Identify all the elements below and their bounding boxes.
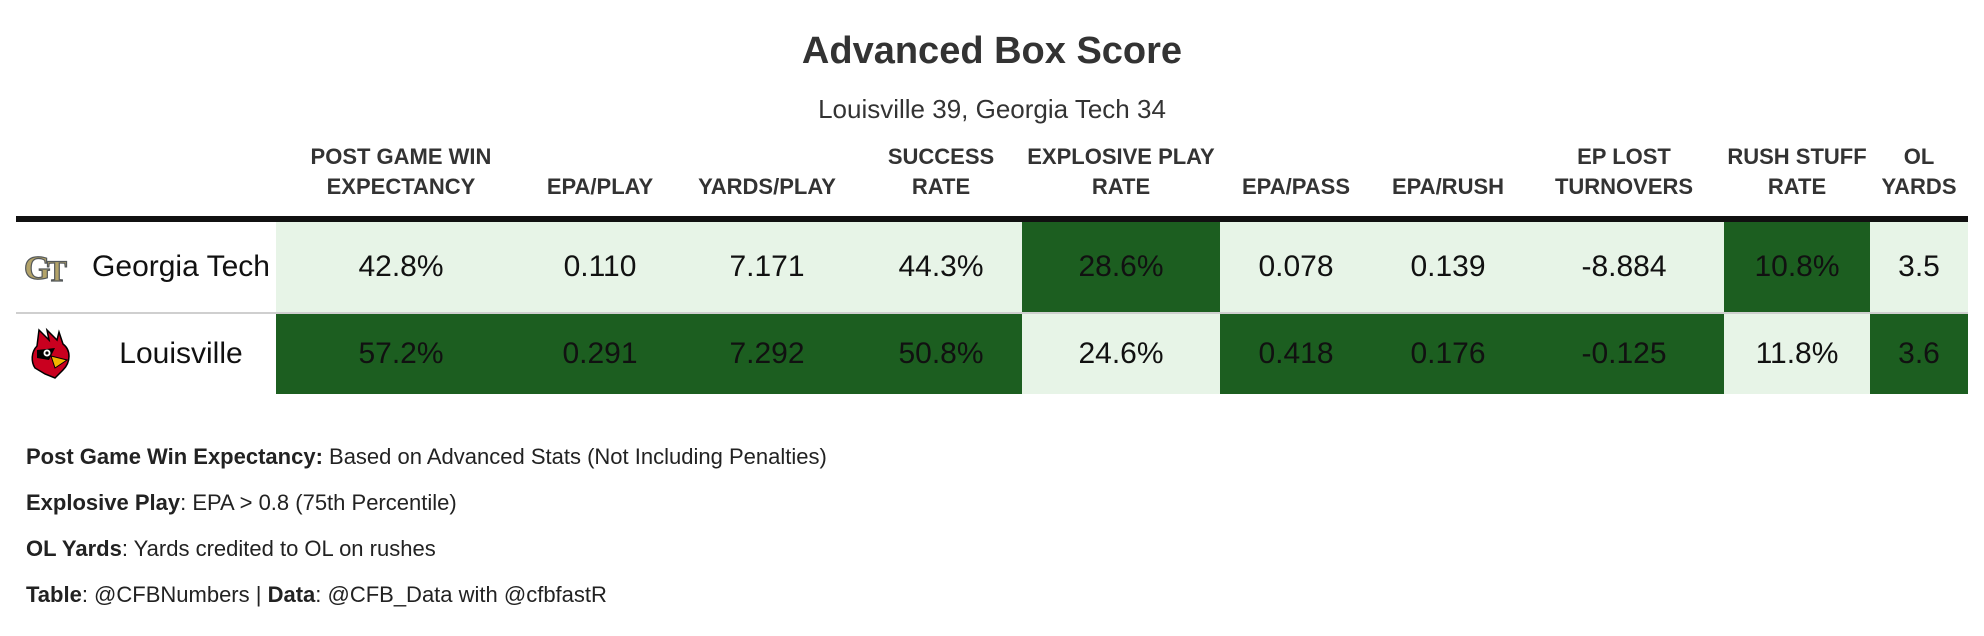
stat-yards-play: 7.171: [674, 219, 860, 314]
stat-epa-rush: 0.139: [1372, 219, 1524, 314]
stat-win-expectancy: 42.8%: [276, 219, 526, 314]
note-label: Explosive Play: [26, 490, 181, 515]
stat-epa-pass: 0.078: [1220, 219, 1372, 314]
stat-ep-lost-turnovers: -8.884: [1524, 219, 1724, 314]
header-win-expectancy: POST GAME WIN EXPECTANCY: [276, 142, 526, 222]
stat-epa-play: 0.110: [526, 219, 674, 314]
team-name: Louisville: [119, 337, 243, 370]
note-ol-yards: OL Yards: Yards credited to OL on rushes: [26, 534, 827, 580]
header-team: [86, 142, 276, 222]
header-ep-lost-turnovers: EP LOST TURNOVERS: [1524, 142, 1724, 222]
note-label: Post Game Win Expectancy:: [26, 444, 323, 469]
team-logo-cell: G T: [16, 219, 86, 314]
header-epa-pass: EPA/PASS: [1220, 142, 1372, 222]
credit-data-label: Data: [267, 582, 316, 607]
note-text: : EPA > 0.8 (75th Percentile): [180, 490, 457, 515]
credit-data-text: : @CFB_Data with @cfbfastR: [315, 582, 607, 607]
header-ol-yards: OL YARDS: [1870, 142, 1968, 222]
team-name: Georgia Tech: [86, 219, 276, 314]
note-explosive-play: Explosive Play: EPA > 0.8 (75th Percenti…: [26, 488, 827, 534]
header-logo: [16, 142, 86, 222]
credit-table-label: Table: [26, 582, 82, 607]
louisville-cardinal-logo: [31, 327, 70, 379]
georgia-tech-gt-logo: G T: [23, 249, 67, 287]
stat-rush-stuff-rate: 11.8%: [1724, 313, 1870, 394]
header-explosive-play-rate: EXPLOSIVE PLAY RATE: [1022, 142, 1220, 222]
stat-epa-rush: 0.176: [1372, 313, 1524, 394]
stat-epa-play: 0.291: [526, 313, 674, 394]
header-row: POST GAME WIN EXPECTANCY EPA/PLAY YARDS/…: [16, 142, 1968, 222]
table-row: G T Georgia Tech 42.8% 0.110 7.171 44.3%…: [16, 219, 1968, 314]
header-epa-play: EPA/PLAY: [526, 142, 674, 222]
stat-epa-pass: 0.418: [1220, 313, 1372, 394]
table-footnotes: Post Game Win Expectancy: Based on Advan…: [26, 442, 827, 626]
team-logo-cell: [16, 313, 86, 394]
header-success-rate: SUCCESS RATE: [860, 142, 1022, 222]
svg-text:T: T: [47, 255, 67, 287]
note-win-expectancy: Post Game Win Expectancy: Based on Advan…: [26, 442, 827, 488]
source-credits: Table: @CFBNumbers | Data: @CFB_Data wit…: [26, 580, 827, 626]
table-subtitle: Louisville 39, Georgia Tech 34: [818, 94, 1166, 124]
stat-success-rate: 44.3%: [860, 219, 1022, 314]
stat-ol-yards: 3.5: [1870, 219, 1968, 314]
stat-win-expectancy: 57.2%: [276, 313, 526, 394]
table-row: Louisville 57.2% 0.291 7.292 50.8% 24.6%…: [16, 313, 1968, 394]
stat-ol-yards: 3.6: [1870, 313, 1968, 394]
stat-ep-lost-turnovers: -0.125: [1524, 313, 1724, 394]
header-rush-stuff-rate: RUSH STUFF RATE: [1724, 142, 1870, 222]
stat-success-rate: 50.8%: [860, 313, 1022, 394]
note-label: OL Yards: [26, 536, 122, 561]
header-epa-rush: EPA/RUSH: [1372, 142, 1524, 222]
advanced-box-score-table: POST GAME WIN EXPECTANCY EPA/PLAY YARDS/…: [16, 142, 1968, 394]
svg-text:G: G: [24, 250, 50, 287]
header-yards-play: YARDS/PLAY: [674, 142, 860, 222]
stat-explosive-play-rate: 24.6%: [1022, 313, 1220, 394]
stat-explosive-play-rate: 28.6%: [1022, 219, 1220, 314]
stat-yards-play: 7.292: [674, 313, 860, 394]
credit-table-text: : @CFBNumbers |: [81, 582, 268, 607]
note-text: : Yards credited to OL on rushes: [121, 536, 436, 561]
table-title: Advanced Box Score: [801, 30, 1183, 72]
note-text: Based on Advanced Stats (Not Including P…: [322, 444, 827, 469]
stat-rush-stuff-rate: 10.8%: [1724, 219, 1870, 314]
